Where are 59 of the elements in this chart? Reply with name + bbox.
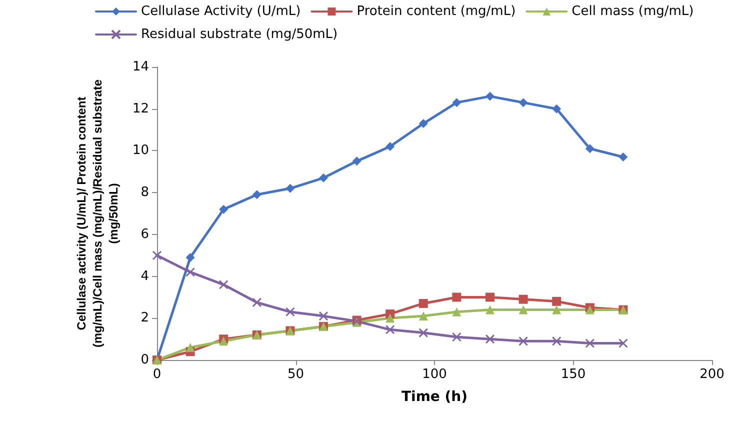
point	[452, 292, 462, 302]
point	[186, 267, 196, 277]
point	[452, 307, 462, 316]
point	[186, 252, 195, 262]
point	[418, 298, 428, 308]
point	[152, 250, 162, 260]
point	[518, 336, 528, 346]
point	[552, 305, 562, 314]
y-tick-label: 2	[140, 310, 149, 326]
point	[386, 314, 395, 323]
y-tick-label: 6	[140, 226, 149, 242]
point	[518, 294, 528, 304]
point	[518, 98, 528, 108]
point	[486, 292, 494, 302]
point	[352, 156, 362, 166]
y-tick-label: 4	[140, 268, 149, 284]
point	[285, 307, 295, 317]
point	[418, 119, 428, 128]
point	[219, 204, 228, 214]
point	[552, 296, 562, 306]
legend-label: Cell mass (mg/mL)	[572, 4, 694, 19]
point	[486, 92, 494, 101]
x-tick-label: 0	[152, 367, 162, 382]
point	[552, 336, 562, 346]
x-tick-label: 100	[422, 367, 447, 382]
point	[618, 152, 628, 162]
point	[318, 311, 328, 321]
y-tick-label: 8	[140, 185, 149, 200]
point	[385, 324, 395, 334]
y-axis-title: Cellulase activity (U/mL)/ Protein content (mg/mL)/Cell mass (mg/mL)/Residual substrate (mg/50mL)	[74, 79, 121, 348]
y-tick-label: 14	[132, 60, 149, 74]
legend-label: Cellulase Activity (U/mL)	[141, 4, 301, 19]
point	[485, 334, 495, 344]
point	[319, 173, 328, 182]
point	[186, 342, 195, 352]
point	[418, 312, 428, 321]
y-tick-label: 0	[140, 352, 149, 368]
point	[218, 280, 228, 290]
point	[452, 98, 462, 108]
point	[252, 190, 262, 200]
x-tick-label: 50	[287, 367, 304, 382]
legend-label: Protein content (mg/mL)	[356, 4, 516, 19]
point	[585, 338, 595, 348]
point	[452, 332, 462, 342]
x-tick-label: 200	[700, 367, 724, 382]
point	[386, 142, 395, 152]
point	[585, 144, 594, 154]
y-tick-label: 12	[132, 101, 149, 116]
point	[252, 298, 262, 308]
x-tick-label: 150	[560, 367, 586, 382]
legend-label: Residual substrate (mg/50mL)	[141, 27, 338, 42]
point	[286, 184, 295, 193]
x-axis-title: Time (h)	[401, 389, 468, 405]
y-tick-label: 10	[132, 143, 149, 158]
point	[552, 104, 562, 114]
point	[518, 305, 528, 314]
point	[618, 338, 628, 348]
point	[418, 328, 428, 338]
point	[486, 305, 494, 314]
